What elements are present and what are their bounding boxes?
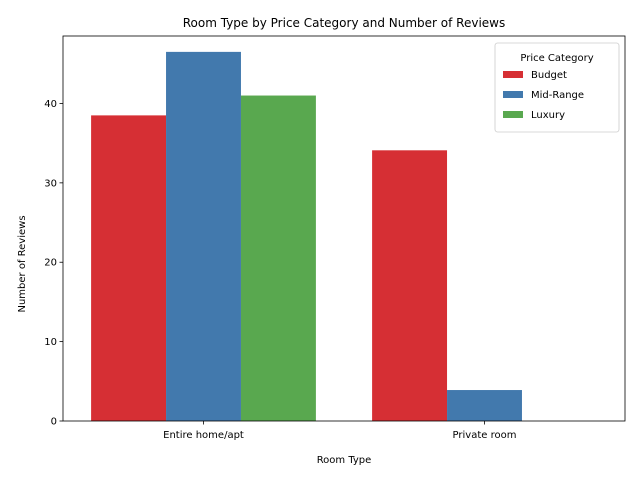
legend-swatch-mid-range — [503, 91, 523, 98]
legend-swatch-luxury — [503, 111, 523, 118]
bar-mid-range-1 — [447, 390, 522, 421]
y-tick-label: 10 — [44, 337, 57, 348]
x-axis-label: Room Type — [317, 455, 372, 466]
chart-title: Room Type by Price Category and Number o… — [183, 16, 505, 30]
legend-label-budget: Budget — [531, 70, 567, 81]
y-tick-label: 30 — [44, 178, 57, 189]
legend-box — [494, 42, 620, 133]
plot-frame — [62, 35, 626, 422]
legend-label-mid-range: Mid-Range — [531, 90, 584, 101]
y-axis: 0 10 20 30 40 — [44, 99, 63, 428]
bar-budget-1 — [372, 150, 448, 422]
x-tick-label: Private room — [453, 430, 517, 441]
legend-label-luxury: Luxury — [531, 110, 565, 121]
y-tick-label: 20 — [44, 258, 57, 269]
legend: Price Category Budget Mid-Range Luxury — [494, 42, 620, 133]
bar-budget-0 — [91, 115, 167, 422]
y-tick-label: 0 — [51, 417, 57, 428]
legend-swatch-budget — [503, 71, 523, 78]
y-tick-label: 40 — [44, 99, 57, 110]
plot-area — [62, 35, 626, 422]
x-axis: Entire home/apt Private room — [163, 421, 516, 441]
y-axis-label: Number of Reviews — [17, 215, 28, 312]
bar-mid-range-0 — [166, 51, 241, 422]
bar-luxury-0 — [240, 95, 316, 422]
x-tick-label: Entire home/apt — [163, 430, 244, 441]
legend-title: Price Category — [520, 53, 593, 64]
